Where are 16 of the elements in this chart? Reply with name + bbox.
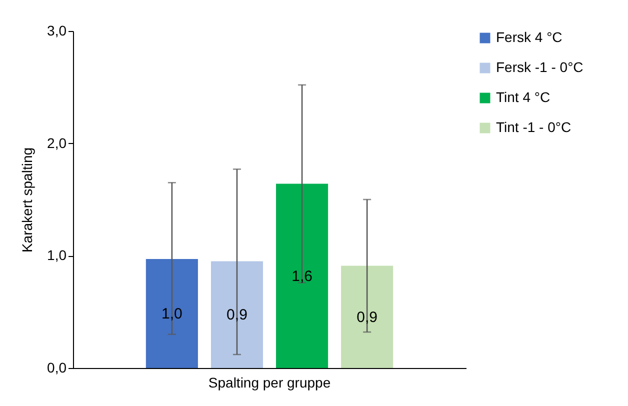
data-label: 1,6	[292, 268, 312, 285]
legend-label: Tint -1 - 0°C	[496, 119, 572, 135]
bar	[210, 261, 263, 368]
bar	[146, 259, 198, 368]
y-tick-label: 3,0	[47, 22, 67, 38]
y-tick-label: 0,0	[47, 360, 67, 376]
legend-label: Fersk 4 °C	[496, 29, 562, 45]
y-tick-label: 2,0	[47, 134, 67, 151]
data-label: 1,0	[162, 306, 182, 323]
legend-label: Tint 4 °C	[496, 89, 550, 105]
legend-label: Fersk -1 - 0°C	[496, 59, 584, 75]
y-axis-title: Karakert spalting	[19, 147, 36, 253]
bar	[276, 184, 328, 368]
y-tick-label: 1,0	[47, 247, 67, 264]
bar	[341, 266, 394, 368]
x-tick-label: Spalting per gruppe	[208, 374, 331, 390]
